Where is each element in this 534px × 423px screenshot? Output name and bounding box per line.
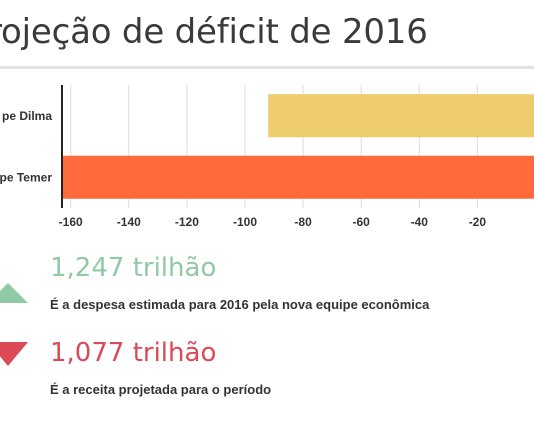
page-title: rojeção de déficit de 2016 [0, 12, 428, 52]
stat-receita: 1,077 trilhão É a receita projetada para… [0, 330, 534, 400]
chart-bars [62, 94, 534, 199]
x-tick-label: -40 [411, 215, 429, 229]
x-tick-label: -80 [294, 215, 312, 229]
triangle-down-icon [0, 342, 28, 366]
x-tick-label: -140 [117, 215, 141, 229]
chart-labels: -160 -140 -120 -100 -80 -60 -40 -20 pe Dilma pe T… [0, 109, 486, 229]
stat-value: 1,077 trilhão [50, 338, 217, 368]
x-tick-label: -20 [469, 215, 487, 229]
triangle-up-icon [0, 283, 28, 303]
category-label: pe Temer [0, 170, 52, 184]
x-tick-label: -120 [175, 215, 199, 229]
x-tick-label: -100 [233, 215, 257, 229]
bar [62, 155, 534, 199]
stat-despesa: 1,247 trilhão É a despesa estimada para … [0, 245, 534, 315]
x-tick-label: -60 [353, 215, 371, 229]
x-tick-label: -160 [59, 215, 83, 229]
stat-description: É a despesa estimada para 2016 pela nova… [50, 297, 430, 312]
deficit-bar-chart: -160 -140 -120 -100 -80 -60 -40 -20 pe Dilma pe T… [0, 85, 534, 229]
title-divider [0, 66, 534, 69]
category-label: pe Dilma [2, 109, 52, 123]
bar [268, 94, 534, 138]
stat-value: 1,247 trilhão [50, 253, 217, 283]
stat-description: É a receita projetada para o período [50, 382, 272, 397]
